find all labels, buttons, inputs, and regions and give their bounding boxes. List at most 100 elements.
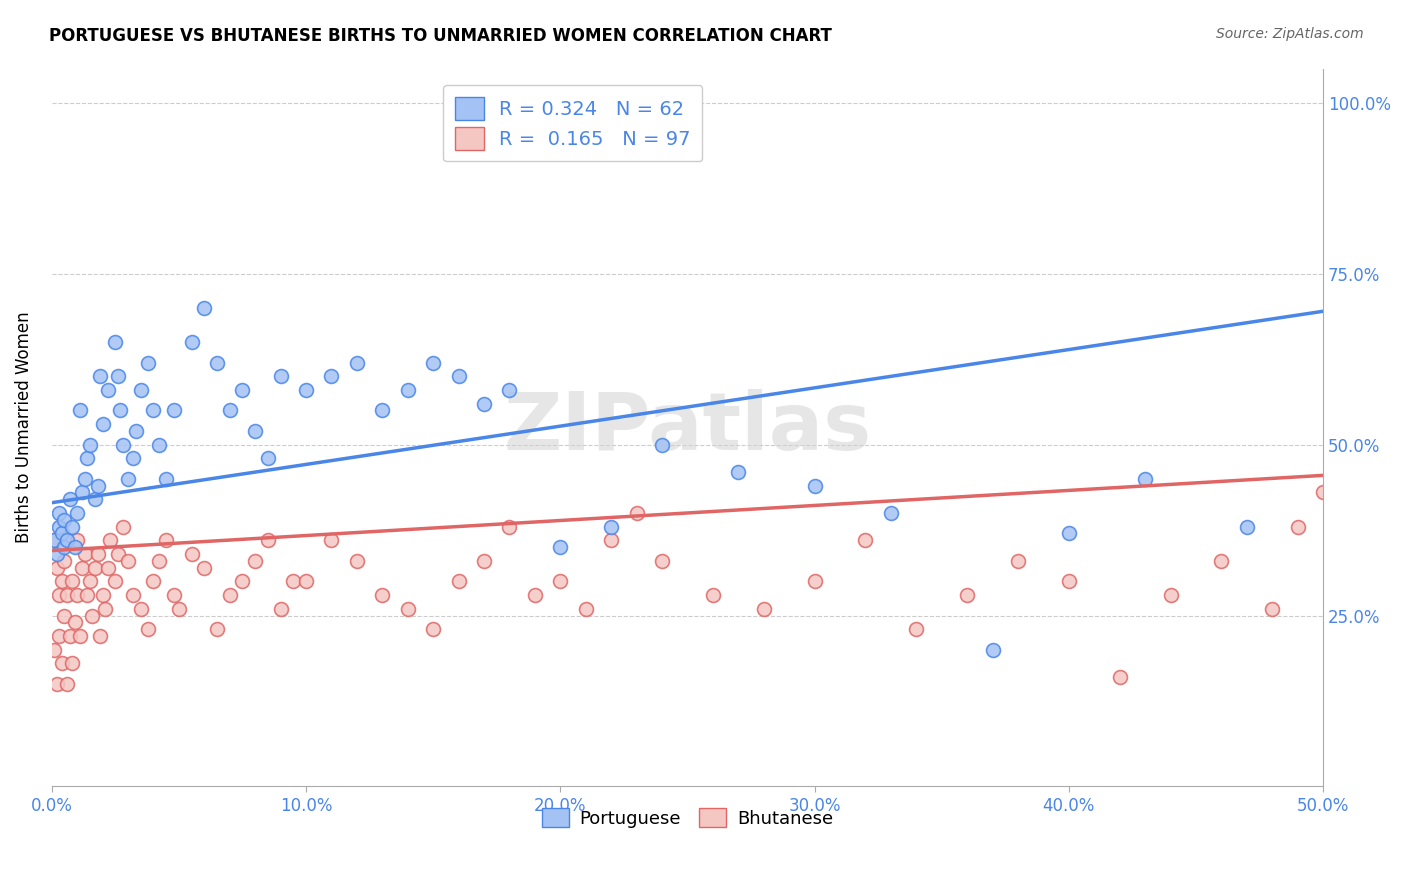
- Point: [89, 369, 111, 384]
- Point: [48, 629, 70, 643]
- Point: [142, 403, 165, 417]
- Point: [321, 533, 343, 548]
- Point: [48, 588, 70, 602]
- Point: [205, 622, 228, 636]
- Point: [956, 588, 979, 602]
- Point: [66, 506, 89, 520]
- Point: [45, 560, 67, 574]
- Point: [98, 533, 121, 548]
- Point: [498, 383, 520, 397]
- Point: [600, 533, 623, 548]
- Point: [72, 560, 94, 574]
- Point: [104, 574, 127, 589]
- Point: [60, 519, 83, 533]
- Point: [218, 403, 240, 417]
- Point: [66, 588, 89, 602]
- Point: [651, 437, 673, 451]
- Point: [321, 369, 343, 384]
- Point: [104, 334, 127, 349]
- Point: [295, 383, 318, 397]
- Point: [53, 540, 76, 554]
- Point: [117, 554, 139, 568]
- Point: [107, 369, 129, 384]
- Point: [472, 554, 495, 568]
- Point: [97, 560, 120, 574]
- Point: [1236, 519, 1258, 533]
- Point: [48, 519, 70, 533]
- Point: [218, 588, 240, 602]
- Point: [97, 383, 120, 397]
- Point: [45, 547, 67, 561]
- Point: [60, 657, 83, 671]
- Point: [1211, 554, 1233, 568]
- Point: [148, 437, 170, 451]
- Point: [84, 492, 107, 507]
- Point: [117, 472, 139, 486]
- Point: [803, 574, 825, 589]
- Point: [53, 513, 76, 527]
- Point: [44, 533, 66, 548]
- Point: [193, 560, 215, 574]
- Point: [803, 478, 825, 492]
- Point: [53, 554, 76, 568]
- Point: [1312, 485, 1334, 500]
- Point: [129, 601, 152, 615]
- Point: [180, 547, 202, 561]
- Point: [498, 519, 520, 533]
- Point: [205, 355, 228, 369]
- Point: [1057, 574, 1080, 589]
- Point: [243, 424, 266, 438]
- Point: [56, 533, 79, 548]
- Point: [231, 383, 253, 397]
- Point: [905, 622, 928, 636]
- Point: [66, 533, 89, 548]
- Point: [651, 554, 673, 568]
- Point: [1007, 554, 1029, 568]
- Point: [231, 574, 253, 589]
- Point: [155, 472, 177, 486]
- Point: [295, 574, 318, 589]
- Point: [257, 451, 280, 466]
- Point: [167, 601, 190, 615]
- Point: [58, 492, 80, 507]
- Point: [51, 574, 73, 589]
- Point: [472, 396, 495, 410]
- Point: [180, 334, 202, 349]
- Point: [396, 601, 419, 615]
- Point: [44, 642, 66, 657]
- Point: [86, 478, 108, 492]
- Point: [1057, 526, 1080, 541]
- Point: [56, 677, 79, 691]
- Point: [346, 355, 368, 369]
- Point: [346, 554, 368, 568]
- Point: [600, 519, 623, 533]
- Point: [142, 574, 165, 589]
- Text: ZIPatlas: ZIPatlas: [503, 389, 872, 467]
- Point: [981, 642, 1004, 657]
- Point: [270, 601, 292, 615]
- Point: [752, 601, 775, 615]
- Point: [1388, 601, 1406, 615]
- Point: [79, 574, 101, 589]
- Point: [550, 574, 572, 589]
- Point: [447, 574, 470, 589]
- Point: [89, 629, 111, 643]
- Text: Source: ZipAtlas.com: Source: ZipAtlas.com: [1216, 27, 1364, 41]
- Point: [60, 574, 83, 589]
- Point: [51, 657, 73, 671]
- Point: [243, 554, 266, 568]
- Point: [193, 301, 215, 315]
- Point: [626, 506, 648, 520]
- Point: [45, 677, 67, 691]
- Point: [155, 533, 177, 548]
- Point: [702, 588, 724, 602]
- Point: [56, 588, 79, 602]
- Point: [129, 383, 152, 397]
- Point: [1261, 601, 1284, 615]
- Point: [58, 629, 80, 643]
- Y-axis label: Births to Unmarried Women: Births to Unmarried Women: [15, 311, 32, 543]
- Point: [69, 403, 91, 417]
- Point: [91, 588, 114, 602]
- Point: [523, 588, 546, 602]
- Point: [880, 506, 903, 520]
